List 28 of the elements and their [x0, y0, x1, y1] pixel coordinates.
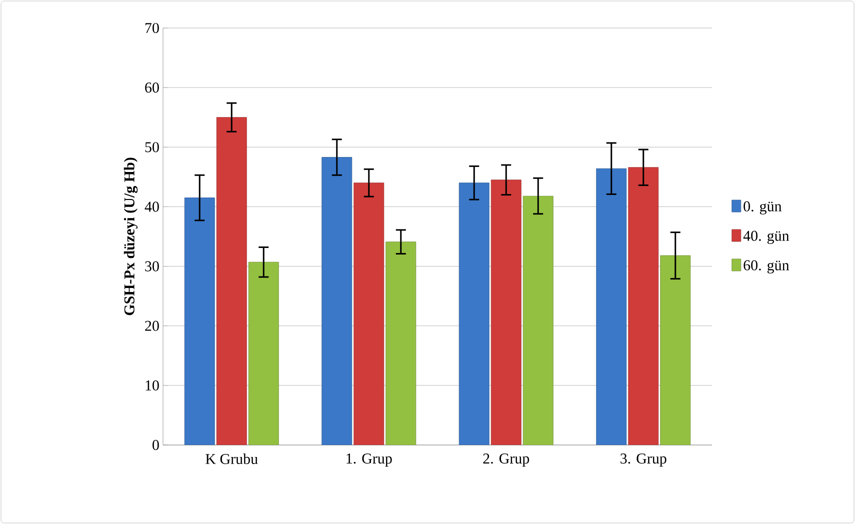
y-tick-label: 20 [145, 320, 159, 331]
legend-label: 40. gün [743, 230, 790, 244]
bar [596, 168, 627, 445]
y-tick-label: 50 [145, 142, 159, 152]
bar [248, 262, 279, 445]
bar [354, 182, 384, 445]
bar [386, 242, 416, 445]
bar [322, 157, 352, 445]
bar [490, 180, 522, 445]
bar [216, 117, 247, 445]
bar [660, 255, 691, 445]
y-tick-label: 0 [152, 440, 159, 450]
bar [628, 167, 659, 445]
x-tick-label: 1. Grup [346, 454, 392, 467]
bar [184, 198, 215, 445]
bar [522, 196, 554, 445]
y-tick-label: 30 [145, 261, 159, 272]
y-tick-label: 10 [146, 380, 159, 390]
legend-label: 0. gün [744, 201, 782, 214]
x-tick-label: 3. Grup [620, 454, 666, 467]
x-tick-label: K Grubu [206, 454, 258, 464]
x-tick-label: 2. Grup [483, 454, 530, 467]
bar [458, 182, 490, 445]
y-tick-label: 70 [145, 22, 159, 34]
legend-label: 60. gün [744, 260, 790, 274]
y-tick-label: 40 [144, 202, 159, 212]
y-axis-title: GSH-Px düzeyi (U/g Hb) [124, 158, 138, 316]
y-tick-label: 60 [145, 82, 159, 93]
